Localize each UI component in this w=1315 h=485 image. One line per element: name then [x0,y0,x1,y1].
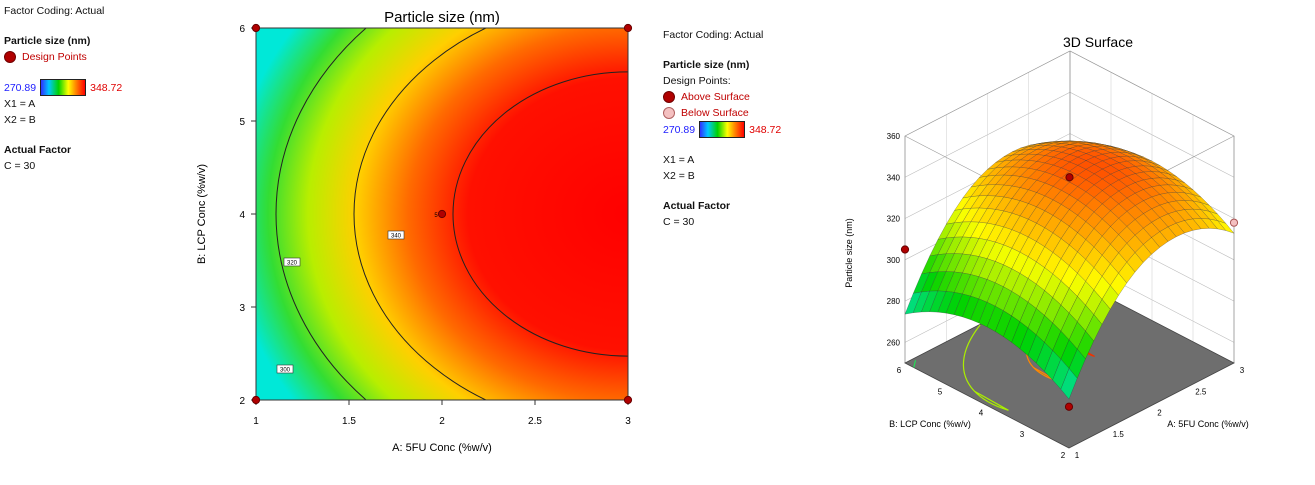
y-tick-label: 5 [239,117,245,128]
z-tick-label: 260 [887,338,901,347]
below-surface-point [1229,218,1239,227]
z-tick-label: 280 [887,297,901,306]
y-tick-label: 2 [1061,451,1066,460]
surface-patch [1060,368,1078,400]
color-scale-max: 348.72 [90,81,123,94]
x-tick-label: 3 [1240,366,1245,375]
contour-plot-area [256,28,628,400]
contour-line-300 [275,28,367,400]
contour-label-box [387,230,405,240]
x-tick-label: 2 [1157,409,1162,418]
design-points-heading: Design Points: [663,75,731,87]
contour-x-axis-label: A: 5FU Conc (%w/v) [392,442,492,454]
contour-level-labels: 300 320 340 [276,230,405,374]
color-scale-bar [699,121,746,138]
design-point [251,395,261,405]
surface-tick-labels: 260 280 300 320 340 360 1 1.5 2 2.5 3 2 3 4 5 6 [887,132,1245,460]
x2-mapping: X2 = B [663,170,695,182]
design-point [251,23,261,33]
contour-lines [275,28,628,400]
contour-label-box [276,364,294,374]
surface-mesh [904,140,1235,400]
y-tick-label: 3 [1020,430,1025,439]
right-legend: Factor Coding: Actual Particle size (nm)… [663,27,781,230]
design-point [623,23,633,33]
above-surface-point [1065,173,1074,182]
color-scale-min: 270.89 [4,81,37,94]
contour-label-320: 320 [287,261,298,267]
x-tick-label: 3 [625,416,631,427]
surface-plot-title: 3D Surface [1063,34,1133,50]
back-wall-gridline [904,50,1235,137]
above-surface-marker-icon [663,91,675,103]
response-label: Particle size (nm) [4,35,91,47]
floor-contour [962,324,1009,411]
design-point [437,209,447,219]
x-tick-label: 1 [1075,451,1080,460]
surface-y-axis-label: B: LCP Conc (%w/v) [889,419,971,429]
contour-label-300: 300 [280,368,291,374]
x-tick-label: 2.5 [1195,387,1207,396]
y-tick-label: 2 [239,396,245,407]
below-surface-label: Below Surface [681,107,749,119]
contour-line-320 [353,28,488,400]
design-points-label: Design Points [22,51,87,63]
color-scale-min: 270.89 [663,123,696,136]
actual-factor-value: C = 30 [663,216,695,228]
color-scale: 270.89 348.72 [663,121,781,138]
factor-coding-label: Factor Coding: Actual [663,29,764,41]
left-legend: Factor Coding: Actual Particle size (nm)… [4,3,122,174]
contour-axes: 1 1.5 2 2.5 3 2 3 4 5 6 [239,24,631,427]
y-tick-label: 6 [897,366,902,375]
contour-design-points: 5 [251,23,633,405]
y-tick-label: 4 [239,210,245,221]
x2-mapping: X2 = B [4,114,36,126]
actual-factor-value: C = 30 [4,160,36,172]
x1-mapping: X1 = A [663,154,695,166]
center-point-label: 5 [434,213,438,219]
x-tick-label: 1.5 [1113,430,1125,439]
contour-y-axis-label: B: LCP Conc (%w/v) [196,164,208,264]
above-surface-label: Above Surface [681,91,750,103]
x1-mapping: X1 = A [4,98,36,110]
color-scale-bar [40,79,87,96]
response-label: Particle size (nm) [663,59,750,71]
above-surface-point [1064,402,1074,411]
z-tick-label: 320 [887,215,901,224]
z-tick-label: 340 [887,173,901,182]
z-tick-label: 360 [887,132,901,141]
contour-plot-title: Particle size (nm) [384,9,500,26]
x-tick-label: 1 [253,416,259,427]
z-tick-label: 300 [887,256,901,265]
design-point-marker-icon [4,51,16,63]
above-surface-point [900,245,910,254]
x-tick-label: 1.5 [342,416,356,427]
actual-factor-heading: Actual Factor [663,200,731,212]
color-scale: 270.89 348.72 [4,79,122,96]
contour-line-340 [452,71,628,357]
y-tick-label: 6 [239,24,245,35]
above-surface-entry: Above Surface [663,89,781,105]
actual-factor-heading: Actual Factor [4,144,72,156]
floor-contour [913,360,917,368]
color-scale-max: 348.72 [749,123,782,136]
design-points-entry: Design Points [4,49,122,65]
design-point [623,395,633,405]
surface-x-axis-label: A: 5FU Conc (%w/v) [1167,419,1249,429]
x-tick-label: 2.5 [528,416,542,427]
x-tick-label: 2 [439,416,445,427]
below-surface-entry: Below Surface [663,105,781,121]
surface-z-axis-label: Particle size (nm) [844,218,854,288]
y-tick-label: 3 [239,303,245,314]
below-surface-marker-icon [663,107,675,119]
factor-coding-label: Factor Coding: Actual [4,5,105,17]
contour-label-340: 340 [391,234,402,240]
y-tick-label: 4 [979,409,984,418]
surface-design-points [900,173,1239,411]
y-tick-label: 5 [938,387,943,396]
contour-label-box [283,257,301,267]
